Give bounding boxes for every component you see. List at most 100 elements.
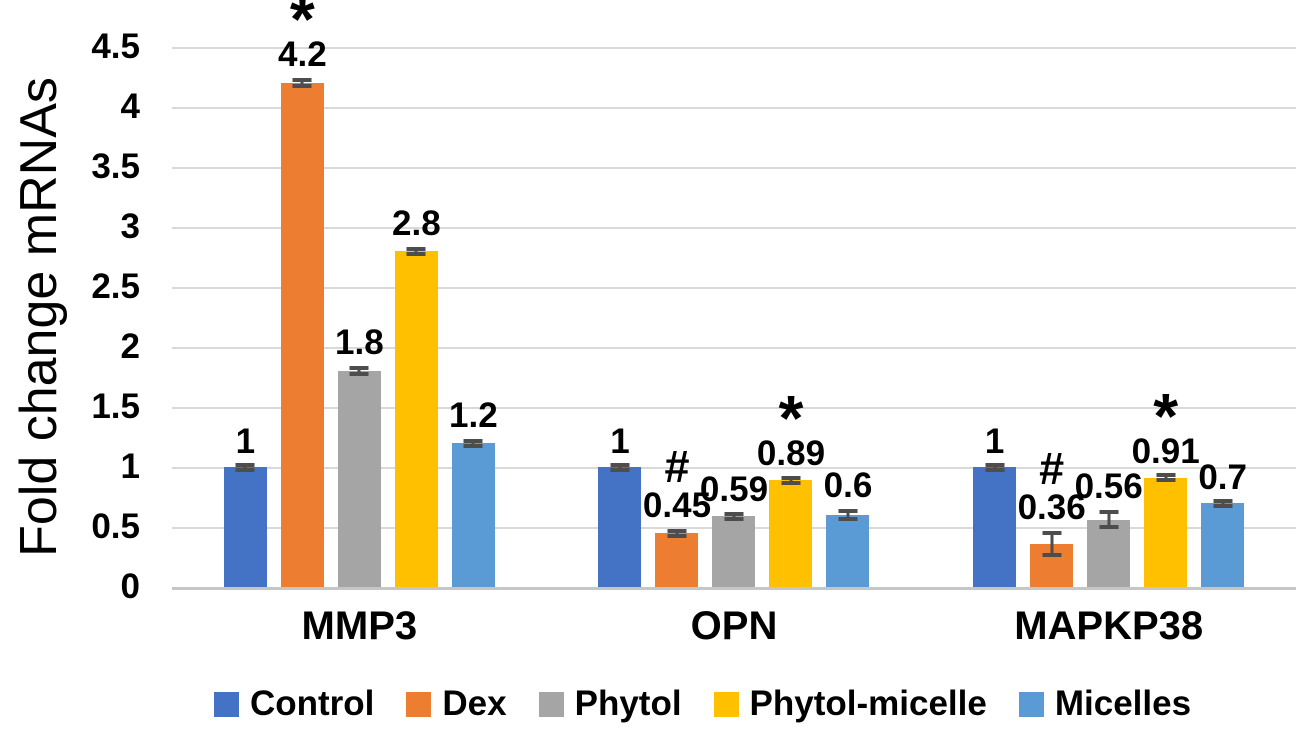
error-bar-cap [1099, 510, 1119, 515]
bar-phytol-micelle-mmp3: 2.8 [392, 206, 441, 587]
error-bar-cap [463, 438, 483, 443]
bar-dex-mmp3: 4.2 * [278, 0, 327, 587]
legend-swatch-dex [406, 691, 432, 717]
error-bar-cap [838, 509, 858, 513]
gridline [172, 287, 1296, 289]
significance-hash: # [1039, 442, 1065, 494]
legend-item-micelles: Micelles [1018, 684, 1192, 724]
bar-dex-opn: 0.45 # [643, 444, 711, 587]
bar-control-mapkp38: 1 [973, 424, 1017, 587]
y-tick-label: 4.5 [91, 27, 140, 66]
error-bar-cap [292, 78, 312, 83]
error-bar-cap [838, 517, 858, 521]
plot-area: 1 4.2 * 1.8 2.8 1.2 1 0.45 #0.59 0.89 * 0.6 1 0.36 #0.… [172, 0, 1296, 590]
error-bar-stem [414, 250, 418, 252]
bar-group-mapkp38: 1 0.36 #0.56 0.91 * 0.7 [921, 47, 1296, 587]
error-bar-cap [985, 467, 1005, 472]
error-bar-cap [667, 533, 687, 538]
error-bar [1099, 510, 1119, 530]
error-bar-stem [1221, 502, 1225, 504]
y-tick-label: 3.5 [91, 147, 140, 186]
error-bar [667, 528, 687, 538]
value-label: 1.8 [335, 323, 384, 363]
error-bar-cap [1042, 553, 1062, 558]
error-bar [235, 462, 255, 472]
value-label: 0.59 [699, 469, 769, 509]
significance-hash: # [664, 441, 690, 493]
legend-label: Dex [442, 684, 507, 723]
error-bar-stem [1050, 534, 1054, 554]
error-bar [838, 509, 858, 521]
error-bar-cap [724, 516, 744, 521]
legend-label: Phytol-micelle [749, 684, 987, 723]
y-axis-tick-labels: 4.5 4 3.5 3 2.5 2 1.5 1 0.5 0 [0, 29, 140, 605]
y-tick-label: 2 [120, 327, 140, 366]
legend-label: Phytol [574, 684, 682, 723]
error-bar-cap [463, 443, 483, 448]
category-label-mapkp38: MAPKP38 [1014, 604, 1204, 648]
error-bar-cap [1213, 503, 1233, 508]
error-bar [1156, 473, 1176, 483]
gridline [172, 467, 1296, 469]
error-bar-cap [610, 467, 630, 472]
bar-micelles-mmp3: 1.2 [449, 398, 498, 587]
error-bar-cap [781, 480, 801, 485]
legend: Control Dex Phytol Phytol-micelle Micelles [0, 684, 1300, 724]
error-bar-cap [349, 366, 369, 371]
y-tick-label: 3 [120, 207, 140, 246]
error-bar-cap [985, 462, 1005, 467]
error-bar-cap [724, 511, 744, 516]
bar-phytol-mapkp38: 0.56 [1075, 469, 1143, 587]
error-bar [463, 438, 483, 448]
error-bar-cap [1156, 478, 1176, 483]
error-bar-stem [1107, 514, 1111, 526]
bar-groups: 1 4.2 * 1.8 2.8 1.2 1 0.45 #0.59 0.89 * 0.6 1 0.36 #0.… [172, 0, 1296, 587]
error-bar-stem [471, 442, 475, 444]
error-bar-cap [1156, 473, 1176, 478]
legend-item-dex: Dex [406, 684, 507, 724]
value-label: 1.2 [449, 396, 498, 436]
bar-micelles-opn: 0.6 [824, 468, 872, 587]
category-label-opn: OPN [690, 604, 778, 648]
error-bar [349, 366, 369, 376]
value-label: 0.56 [1074, 467, 1143, 507]
error-bar-cap [1042, 530, 1062, 535]
value-label: 1 [984, 422, 1005, 462]
error-bar-stem [675, 532, 679, 534]
legend-label: Micelles [1054, 684, 1192, 723]
y-tick-label: 1 [120, 447, 140, 486]
error-bar-stem [993, 466, 997, 468]
value-label: 0.36 [1017, 487, 1086, 527]
error-bar-stem [846, 513, 850, 517]
error-bar-cap [235, 467, 255, 472]
bar-dex-mapkp38: 0.36 # [1018, 446, 1086, 587]
value-label: 1 [235, 422, 256, 462]
gridline [172, 107, 1296, 109]
error-bar-cap [406, 251, 426, 256]
category-label-mmp3: MMP3 [301, 604, 418, 648]
error-bar [292, 78, 312, 88]
value-label: 0.7 [1198, 457, 1247, 497]
gridline [172, 227, 1296, 229]
bar-group-opn: 1 0.45 #0.59 0.89 * 0.6 [547, 47, 922, 587]
error-bar-cap [667, 528, 687, 533]
y-tick-label: 0.5 [91, 507, 140, 546]
legend-swatch-phytol [538, 691, 564, 717]
bar-phytol-micelle-mapkp38: 0.91 * [1132, 384, 1200, 587]
error-bar-stem [618, 466, 622, 468]
legend-swatch-micelles [1018, 691, 1044, 717]
x-axis-line [172, 587, 1296, 590]
error-bar-stem [243, 466, 247, 468]
y-tick-label: 4 [120, 87, 140, 126]
error-bar-stem [789, 479, 793, 481]
significance-asterisk: * [778, 382, 804, 455]
legend-label: Control [249, 684, 375, 723]
error-bar [781, 475, 801, 485]
y-tick-label: 2.5 [91, 267, 140, 306]
x-axis-category-labels: MMP3 OPN MAPKP38 [172, 602, 1296, 650]
error-bar-cap [292, 83, 312, 88]
gridline [172, 407, 1296, 409]
error-bar [724, 511, 744, 521]
error-bar-cap [610, 462, 630, 467]
